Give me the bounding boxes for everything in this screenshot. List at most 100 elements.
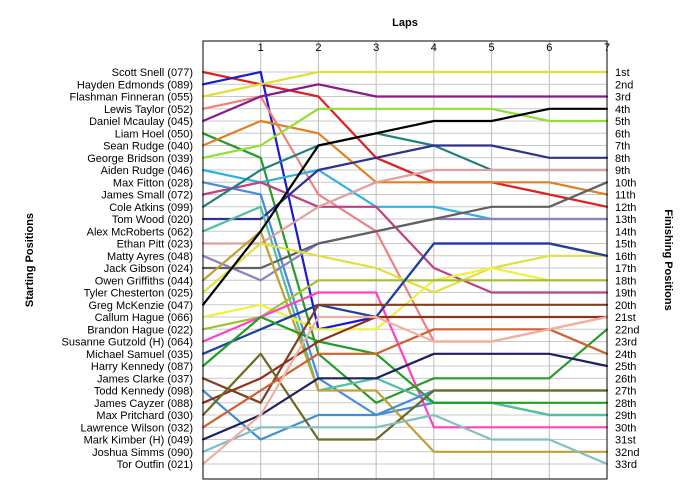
- finishing-position-label: 14th: [615, 226, 636, 238]
- starting-position-label: James Clarke (037): [97, 373, 193, 385]
- series-line: [201, 107, 609, 159]
- starting-position-label: Lawrence Wilson (032): [81, 422, 194, 434]
- starting-position-label: George Bridson (039): [87, 153, 193, 165]
- starting-position-label: James Small (072): [101, 190, 193, 202]
- starting-position-label: Todd Kennedy (098): [94, 386, 193, 398]
- starting-position-label: Ethan Pitt (023): [117, 239, 193, 251]
- x-tick-label: 4: [431, 42, 437, 54]
- series-line: [201, 144, 609, 221]
- starting-position-label: Tom Wood (020): [112, 214, 193, 226]
- finishing-position-label: 6th: [615, 128, 630, 140]
- x-tick-label: 3: [373, 42, 379, 54]
- starting-position-label: James Cayzer (088): [94, 398, 193, 410]
- starting-position-label: Michael Samuel (035): [86, 349, 193, 361]
- series-line: [201, 315, 609, 404]
- starting-position-label: Sean Rudge (040): [103, 141, 193, 153]
- finishing-position-label: 25th: [615, 361, 636, 373]
- starting-position-label: Matty Ayres (048): [107, 251, 193, 263]
- series-line: [201, 70, 609, 208]
- left-axis-title: Starting Positions: [24, 213, 36, 307]
- series-line: [201, 83, 609, 123]
- finishing-position-label: 31st: [615, 435, 636, 447]
- finishing-position-label: 32nd: [615, 447, 639, 459]
- series-line: [201, 352, 609, 441]
- finishing-position-label: 2nd: [615, 79, 633, 91]
- starting-position-label: Tyler Chesterton (025): [84, 288, 193, 300]
- series-line: [201, 413, 609, 466]
- finishing-position-label: 29th: [615, 410, 636, 422]
- finishing-position-labels: 1st2nd3rd4th5th6th7th8th9th10th11th12th1…: [615, 67, 639, 471]
- starting-position-label: Mark Kimber (H) (049): [84, 435, 193, 447]
- series-line: [201, 181, 609, 294]
- finishing-position-label: 3rd: [615, 92, 631, 104]
- finishing-position-label: 1st: [615, 67, 630, 79]
- starting-position-label: Hayden Edmonds (089): [77, 79, 193, 91]
- finishing-position-label: 23rd: [615, 337, 637, 349]
- series-lines: [201, 70, 609, 466]
- starting-position-label: Flashman Finneran (055): [69, 92, 193, 104]
- finishing-position-label: 16th: [615, 251, 636, 263]
- starting-position-label: Daniel Mcaulay (045): [89, 116, 193, 128]
- finishing-position-label: 10th: [615, 177, 636, 189]
- starting-position-label: Susanne Gutzold (H) (064): [62, 337, 193, 349]
- plot-frame: [202, 40, 608, 480]
- starting-position-label: Liam Hoel (050): [115, 128, 193, 140]
- finishing-position-label: 20th: [615, 300, 636, 312]
- starting-position-label: Lewis Taylor (052): [104, 104, 193, 116]
- starting-position-label: Callum Hague (066): [95, 312, 193, 324]
- starting-position-label: Joshua Simms (090): [92, 447, 193, 459]
- x-tick-label: 7: [604, 42, 610, 54]
- series-line: [201, 315, 609, 404]
- series-line: [201, 242, 609, 355]
- finishing-position-label: 22nd: [615, 324, 639, 336]
- series-line: [201, 352, 609, 441]
- finishing-position-label: 27th: [615, 386, 636, 398]
- x-tick-label: 6: [546, 42, 552, 54]
- series-line: [201, 328, 609, 429]
- x-tick-label: 2: [315, 42, 321, 54]
- finishing-position-label: 19th: [615, 288, 636, 300]
- finishing-position-label: 21st: [615, 312, 636, 324]
- finishing-position-label: 33rd: [615, 459, 637, 471]
- series-line: [201, 70, 609, 98]
- starting-position-label: Cole Atkins (099): [109, 202, 193, 214]
- starting-position-label: Max Fitton (028): [113, 177, 193, 189]
- finishing-position-label: 13th: [615, 214, 636, 226]
- series-line: [201, 168, 609, 245]
- finishing-position-label: 26th: [615, 373, 636, 385]
- starting-position-label: Greg McKenzie (047): [88, 300, 193, 312]
- x-tick-label: 1: [258, 42, 264, 54]
- series-line: [201, 303, 609, 404]
- finishing-position-label: 5th: [615, 116, 630, 128]
- series-line: [201, 107, 609, 306]
- starting-position-label: Scott Snell (077): [112, 67, 193, 79]
- starting-position-label: Jack Gibson (024): [104, 263, 193, 275]
- starting-position-label: Tor Outfin (021): [117, 459, 193, 471]
- series-line: [201, 291, 609, 429]
- finishing-position-label: 11th: [615, 190, 636, 202]
- finishing-position-label: 12th: [615, 202, 636, 214]
- finishing-position-label: 30th: [615, 422, 636, 434]
- finishing-position-label: 9th: [615, 165, 630, 177]
- series-line: [201, 181, 609, 270]
- starting-position-label: Owen Griffiths (044): [95, 275, 193, 287]
- starting-position-labels: Scott Snell (077)Hayden Edmonds (089)Fla…: [62, 67, 193, 471]
- finishing-position-label: 4th: [615, 104, 630, 116]
- finishing-position-label: 17th: [615, 263, 636, 275]
- starting-position-label: Max Pritchard (030): [96, 410, 193, 422]
- starting-position-label: Harry Kennedy (087): [91, 361, 193, 373]
- finishing-position-label: 18th: [615, 275, 636, 287]
- x-tick-label: 5: [489, 42, 495, 54]
- right-axis-title: Finishing Positions: [662, 209, 674, 310]
- x-axis-title: Laps: [392, 17, 418, 29]
- finishing-position-label: 7th: [615, 141, 630, 153]
- finishing-position-label: 24th: [615, 349, 636, 361]
- finishing-position-label: 15th: [615, 239, 636, 251]
- starting-position-label: Aiden Rudge (046): [101, 165, 193, 177]
- x-tick-labels: 1 2 3 4 5 6 7: [258, 42, 610, 54]
- series-line: [201, 315, 609, 466]
- finishing-position-label: 8th: [615, 153, 630, 165]
- series-line: [201, 119, 609, 196]
- starting-position-label: Alex McRoberts (062): [87, 226, 193, 238]
